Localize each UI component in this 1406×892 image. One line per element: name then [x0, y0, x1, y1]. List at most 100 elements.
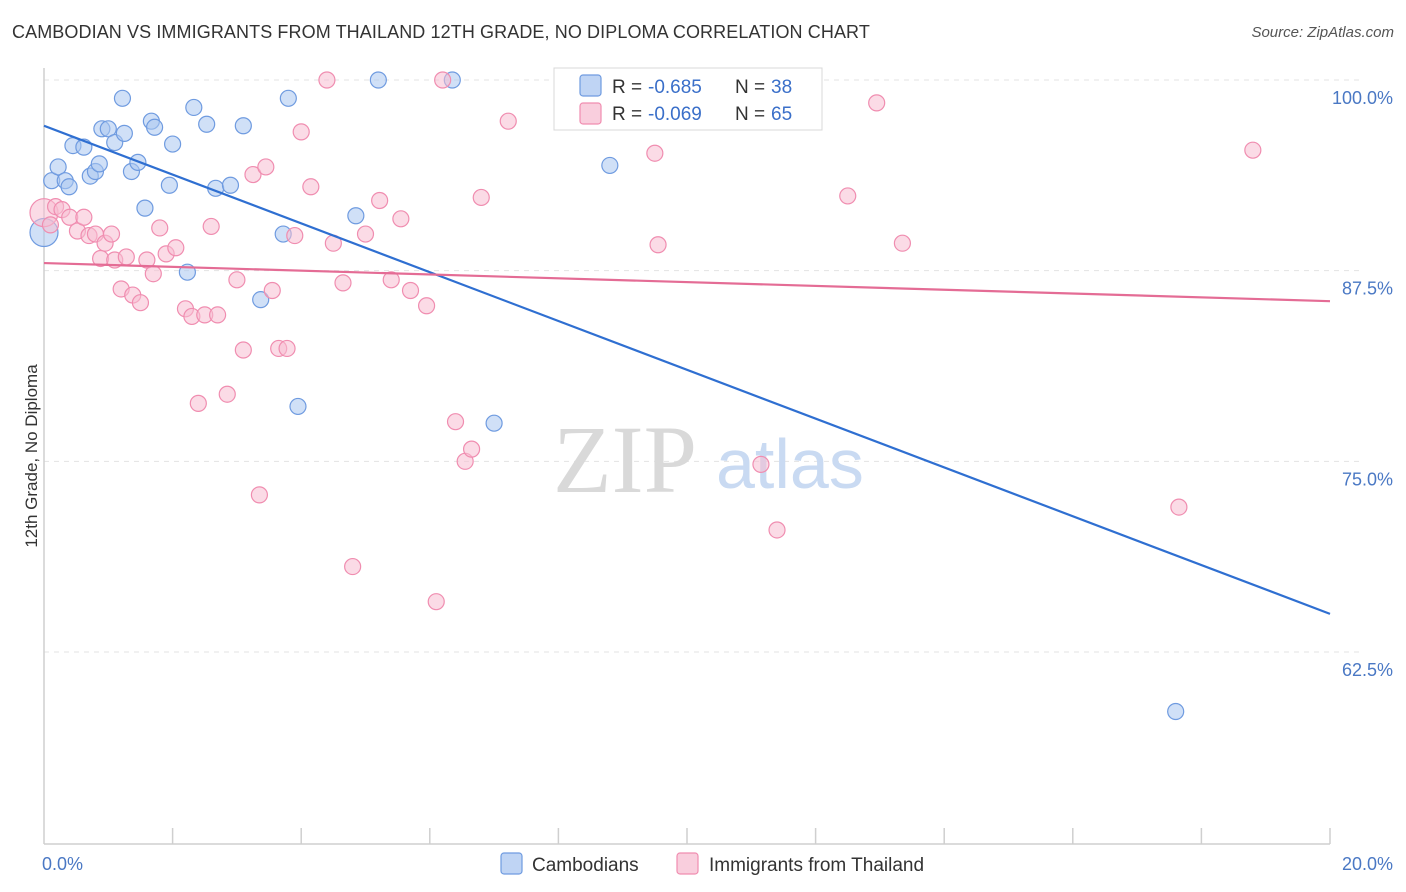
data-point: [138, 251, 156, 269]
data-point: [499, 112, 517, 130]
data-point: [646, 144, 664, 162]
data-point: [302, 178, 320, 196]
chart-title: CAMBODIAN VS IMMIGRANTS FROM THAILAND 12…: [12, 22, 870, 42]
data-point: [151, 219, 169, 237]
data-point: [434, 71, 452, 89]
grid-layer: 100.0% 87.5% 75.0% 62.5%: [44, 79, 1393, 680]
data-point: [1170, 498, 1188, 516]
series-layer: [29, 71, 1262, 721]
data-point: [649, 236, 667, 254]
data-point: [462, 440, 481, 458]
data-point: [839, 187, 857, 205]
data-point: [75, 208, 93, 226]
data-point: [347, 207, 365, 225]
legend-label-cambodians: Cambodians: [532, 855, 639, 876]
data-point: [131, 294, 150, 312]
data-point: [318, 71, 336, 89]
data-point: [427, 593, 445, 611]
series-cambodians: [29, 71, 1185, 721]
stats-r-label-cambodians: R =: [612, 77, 642, 98]
data-point: [189, 394, 207, 412]
data-point: [278, 339, 296, 358]
data-point: [136, 199, 154, 217]
y-tick-label: 100.0%: [1332, 88, 1393, 108]
data-point: [601, 156, 619, 175]
trend-line-cambodians: [43, 124, 1331, 615]
data-point: [49, 158, 67, 176]
data-point: [356, 225, 375, 243]
y-axis-title: 12th Grade, No Diploma: [22, 364, 41, 548]
y-tick-label: 75.0%: [1342, 469, 1393, 489]
chart-source: Source: ZipAtlas.com: [1251, 24, 1394, 41]
x-tick-label: 20.0%: [1342, 854, 1393, 874]
stats-legend: R = -0.685 N = 38 R = -0.069 N = 65: [553, 67, 823, 131]
stats-swatch-thailand: [579, 102, 602, 125]
data-point: [371, 191, 389, 210]
data-point: [401, 281, 420, 300]
data-point: [218, 385, 236, 403]
watermark: ZIP atlas: [553, 406, 864, 513]
data-point: [144, 265, 162, 283]
data-point: [279, 89, 297, 107]
data-point: [102, 225, 121, 243]
data-point: [472, 188, 490, 207]
legend-swatch-thailand: [676, 852, 699, 875]
data-point: [289, 397, 307, 416]
x-tick-label: 0.0%: [42, 854, 83, 874]
axis-layer: 12th Grade, No Diploma 0.0% 20.0%: [22, 68, 1393, 874]
data-point: [286, 226, 304, 245]
y-tick-label: 87.5%: [1342, 279, 1393, 299]
data-point: [485, 414, 503, 432]
legend-label-thailand: Immigrants from Thailand: [709, 855, 924, 876]
data-point: [344, 557, 362, 576]
data-point: [160, 176, 178, 194]
stats-r-label-thailand: R =: [612, 104, 642, 125]
data-point: [382, 271, 400, 289]
bottom-legend: Cambodians Immigrants from Thailand: [500, 852, 924, 876]
data-point: [768, 521, 786, 539]
data-point: [145, 118, 164, 136]
data-point: [115, 124, 133, 142]
data-point: [292, 123, 310, 141]
stats-r-value-thailand: -0.069: [648, 104, 702, 125]
watermark-zip: ZIP: [553, 406, 697, 513]
data-point: [417, 297, 436, 315]
data-point: [113, 89, 132, 107]
data-point: [117, 248, 135, 266]
stats-n-label-cambodians: N =: [735, 77, 765, 98]
data-point: [392, 210, 410, 228]
data-point: [209, 306, 227, 324]
stats-n-value-thailand: 65: [771, 104, 792, 125]
stats-n-value-cambodians: 38: [771, 77, 792, 98]
data-point: [244, 165, 262, 184]
data-point: [868, 94, 886, 112]
data-point: [228, 271, 246, 289]
data-point: [221, 176, 240, 194]
data-point: [202, 217, 220, 236]
data-point: [334, 274, 352, 292]
data-point: [41, 216, 60, 234]
data-point: [893, 234, 912, 252]
data-point: [446, 413, 465, 431]
data-point: [752, 455, 770, 473]
stats-r-value-cambodians: -0.685: [648, 77, 702, 98]
data-point: [252, 291, 270, 309]
stats-n-label-thailand: N =: [735, 104, 765, 125]
data-point: [263, 281, 281, 300]
data-point: [1167, 702, 1185, 721]
data-point: [185, 98, 203, 117]
y-tick-label: 62.5%: [1342, 660, 1393, 680]
data-point: [60, 178, 78, 196]
data-point: [369, 71, 387, 89]
trend-line-thailand: [43, 261, 1331, 303]
data-point: [250, 486, 269, 504]
series-thailand: [29, 71, 1262, 611]
watermark-atlas: atlas: [716, 425, 864, 503]
data-point: [99, 120, 117, 138]
data-point: [234, 117, 252, 135]
data-point: [234, 341, 252, 359]
legend-swatch-cambodians: [500, 852, 523, 875]
data-point: [1244, 141, 1262, 159]
data-point: [198, 115, 216, 133]
